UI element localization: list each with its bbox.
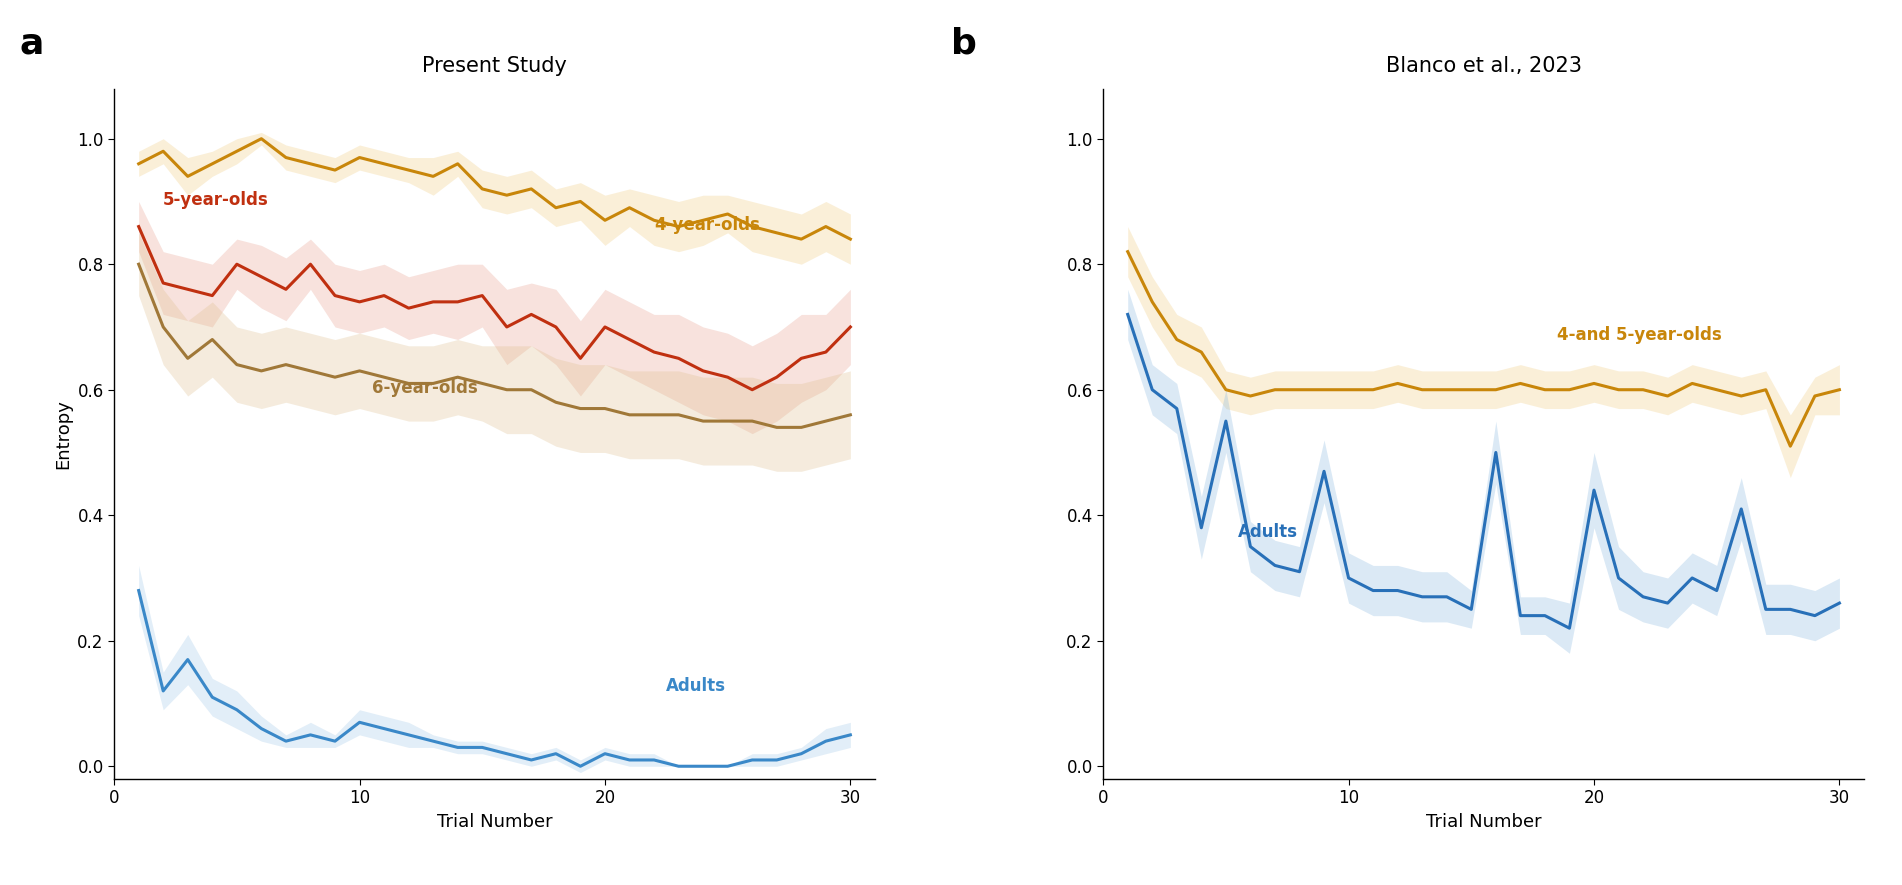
Text: 5-year-olds: 5-year-olds [164,190,268,209]
Title: Present Study: Present Study [422,56,567,76]
Text: a: a [19,27,44,60]
Text: b: b [951,27,978,60]
Text: 4-and 5-year-olds: 4-and 5-year-olds [1558,326,1721,343]
X-axis label: Trial Number: Trial Number [1426,812,1541,831]
Y-axis label: Entropy: Entropy [53,399,72,468]
Text: 6-year-olds: 6-year-olds [371,379,477,396]
Text: Adults: Adults [666,677,727,695]
Title: Blanco et al., 2023: Blanco et al., 2023 [1385,56,1582,76]
X-axis label: Trial Number: Trial Number [437,812,552,831]
Text: 4-year-olds: 4-year-olds [654,216,761,234]
Text: Adults: Adults [1238,523,1299,542]
